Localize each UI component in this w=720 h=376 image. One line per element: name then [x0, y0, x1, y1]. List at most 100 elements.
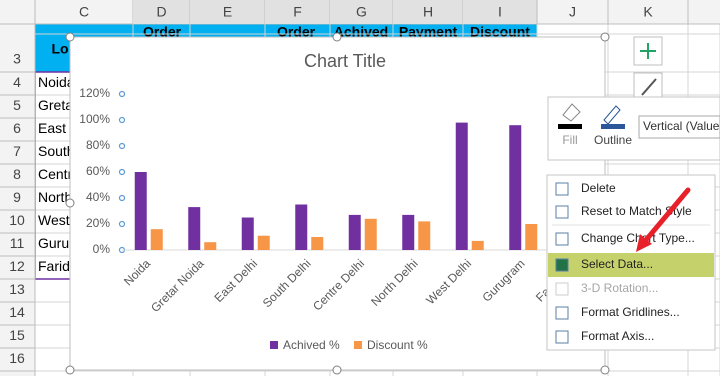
bar: [509, 125, 522, 250]
column-header[interactable]: E: [223, 4, 232, 20]
fill-bucket-icon: [562, 103, 581, 122]
resize-handle[interactable]: [600, 365, 610, 375]
bar: [257, 235, 270, 250]
menu-icon: [555, 205, 569, 219]
format-panel: Fill Outline Vertical (Value): [547, 96, 720, 161]
red-arrow: [636, 187, 691, 252]
outline-button[interactable]: [597, 100, 635, 150]
axis-selection-handle: [118, 194, 126, 202]
column-header-selected: [330, 0, 393, 24]
menu-icon: [555, 258, 569, 272]
bar: [150, 229, 163, 250]
menu-item[interactable]: Delete: [581, 181, 616, 195]
y-tick-label: 0%: [93, 242, 111, 256]
y-tick-label: 20%: [86, 216, 110, 230]
resize-handle[interactable]: [332, 365, 342, 375]
legend-swatch: [270, 341, 278, 349]
brush-icon: [641, 78, 657, 96]
menu-item[interactable]: Select Data...: [581, 257, 653, 271]
outline-label: Outline: [594, 133, 632, 147]
selection-dropdown-text: Vertical (Value): [643, 119, 720, 133]
bar: [364, 218, 377, 250]
chart-area[interactable]: [69, 36, 606, 371]
header-cell: Lo: [51, 41, 68, 57]
header-cell: Order: [277, 24, 316, 40]
row-header[interactable]: 7: [13, 143, 21, 159]
column-header[interactable]: D: [156, 4, 166, 20]
resize-handle[interactable]: [65, 365, 75, 375]
row-header-bar: [0, 24, 35, 376]
column-header-selected: [463, 0, 537, 24]
chart-object[interactable]: Chart Title 0%20%40%60%80%100%120%NoidaG…: [65, 32, 610, 375]
city-cell: Noida: [38, 74, 75, 90]
menu-item[interactable]: Format Gridlines...: [581, 305, 680, 319]
menu-item[interactable]: Change Chart Type...: [581, 231, 695, 245]
chart-side-buttons: [633, 36, 663, 102]
y-tick-label: 120%: [79, 86, 110, 100]
bar: [188, 207, 201, 250]
resize-handle[interactable]: [600, 32, 610, 42]
fill-color-bar: [558, 124, 582, 129]
row-header[interactable]: 5: [13, 97, 21, 113]
outline-color-bar: [601, 124, 625, 129]
column-header-selected: [393, 0, 463, 24]
column-header-selected: [190, 0, 265, 24]
column-header-selected: [133, 0, 190, 24]
column-header[interactable]: I: [498, 4, 502, 20]
selection-dropdown[interactable]: [638, 115, 720, 139]
row-header[interactable]: 15: [9, 327, 25, 343]
resize-handle[interactable]: [65, 198, 75, 208]
column-header[interactable]: H: [423, 4, 433, 20]
header-cell: Discount: [470, 24, 530, 40]
bar: [455, 122, 468, 250]
row-header[interactable]: 9: [13, 189, 21, 205]
row-header[interactable]: 6: [13, 120, 21, 136]
y-tick-label: 100%: [79, 112, 110, 126]
menu-icon: [555, 330, 569, 344]
column-header[interactable]: C: [79, 4, 89, 20]
y-tick-label: 80%: [86, 138, 110, 152]
y-tick-label: 60%: [86, 164, 110, 178]
bar: [348, 214, 361, 250]
y-tick-label: 40%: [86, 190, 110, 204]
axis-selection-handle: [118, 142, 126, 150]
arrow-head: [636, 234, 652, 252]
column-header[interactable]: J: [569, 4, 576, 20]
column-header[interactable]: G: [356, 4, 367, 20]
row-header[interactable]: 4: [13, 74, 21, 90]
row-header[interactable]: 10: [9, 212, 25, 228]
resize-handle[interactable]: [332, 32, 342, 42]
fill-label: Fill: [562, 133, 577, 147]
legend-label: Achived %: [283, 338, 340, 352]
row-header[interactable]: 12: [9, 258, 25, 274]
column-header[interactable]: K: [643, 4, 653, 20]
menu-icon: [555, 282, 569, 296]
bar: [204, 242, 217, 250]
row-header[interactable]: 13: [9, 281, 25, 297]
column-header[interactable]: F: [293, 4, 302, 20]
axis-selection-handle: [118, 116, 126, 124]
resize-handle[interactable]: [65, 32, 75, 42]
row-header[interactable]: 16: [9, 350, 25, 366]
outline-pen-icon: [603, 105, 621, 125]
bar: [471, 240, 484, 250]
bar: [241, 217, 254, 250]
menu-icon: [555, 306, 569, 320]
row-header[interactable]: 8: [13, 166, 21, 182]
arrow-shaft: [643, 187, 691, 243]
menu-item: 3-D Rotation...: [581, 281, 658, 295]
plus-icon: [640, 43, 656, 59]
axis-selection-handle: [118, 220, 126, 228]
bar: [311, 237, 324, 250]
row-header[interactable]: 11: [10, 235, 25, 251]
fill-button[interactable]: [555, 100, 591, 150]
row-header[interactable]: 14: [9, 304, 25, 320]
row-header[interactable]: 3: [13, 51, 21, 67]
bar: [402, 214, 415, 250]
chart-title[interactable]: Chart Title: [304, 51, 386, 71]
legend-swatch: [354, 341, 362, 349]
menu-item[interactable]: Format Axis...: [581, 329, 654, 343]
axis-selection-handle: [118, 168, 126, 176]
legend-label: Discount %: [367, 338, 428, 352]
